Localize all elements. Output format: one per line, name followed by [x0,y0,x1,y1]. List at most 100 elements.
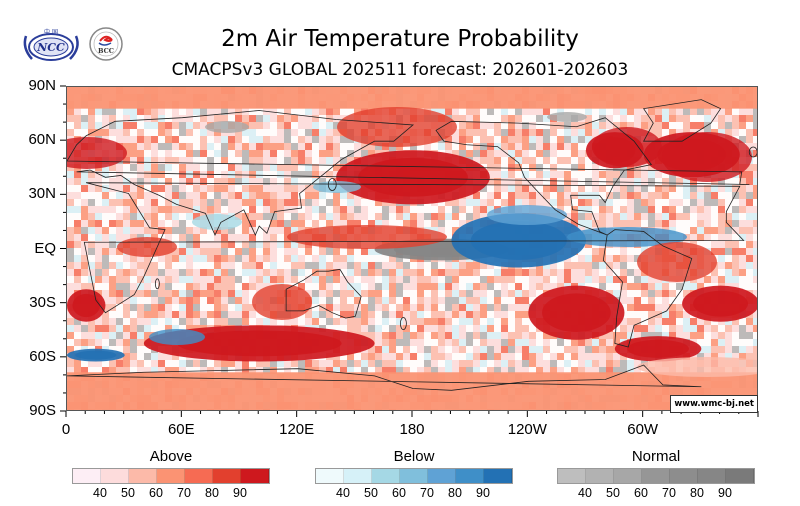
field-cell [438,283,445,290]
field-cell [130,290,137,297]
field-cell [578,129,585,136]
field-cell [326,192,333,199]
field-cell [501,311,508,318]
field-cell [312,178,319,185]
field-cell [172,297,179,304]
field-cell [144,346,151,353]
field-cell [312,136,319,143]
field-cell [193,185,200,192]
field-cell [655,290,662,297]
field-cell [165,290,172,297]
field-cell [284,220,291,227]
field-cell [459,108,466,115]
field-cell [550,353,557,360]
field-cell [410,346,417,353]
field-cell [109,318,116,325]
field-cell [578,206,585,213]
field-cell [655,108,662,115]
field-cell [417,276,424,283]
field-cell [123,276,130,283]
legend-tick-label: 80 [448,486,462,500]
field-cell [662,129,669,136]
field-cell [515,297,522,304]
field-cell [95,339,102,346]
field-cell [214,206,221,213]
field-cell [606,248,613,255]
field-cell [557,143,564,150]
field-cell [753,346,757,353]
field-cell [172,304,179,311]
field-cell [158,143,165,150]
field-cell [641,108,648,115]
field-cell [599,220,606,227]
field-cell [410,220,417,227]
field-cell [179,192,186,199]
field-cell [312,206,319,213]
field-cell [144,206,151,213]
field-cell [193,122,200,129]
field-cell [340,143,347,150]
field-cell [207,297,214,304]
field-cell [375,262,382,269]
field-cell [291,367,298,374]
field-cell [711,227,718,234]
field-cell [557,199,564,206]
field-cell [144,297,151,304]
field-cell [683,332,690,339]
field-cell [676,213,683,220]
field-cell [515,199,522,206]
field-cell [214,241,221,248]
field-cell [417,304,424,311]
field-cell [214,262,221,269]
field-cell [501,185,508,192]
field-cell [102,192,109,199]
field-cell [235,311,242,318]
field-cell [662,325,669,332]
field-cell [466,150,473,157]
field-cell [102,122,109,129]
field-cell [648,122,655,129]
field-cell [375,311,382,318]
field-cell [711,220,718,227]
field-cell [634,283,641,290]
field-cell [522,318,529,325]
field-cell [501,199,508,206]
field-cell [137,178,144,185]
field-cell [662,297,669,304]
field-cell [193,262,200,269]
y-tick-label: 30N [28,185,56,203]
field-cell [585,213,592,220]
field-cell [361,360,368,367]
field-cell [578,108,585,115]
field-cell [137,339,144,346]
field-cell [368,276,375,283]
field-cell [270,143,277,150]
field-cell [683,122,690,129]
field-cell [711,332,718,339]
field-cell [494,339,501,346]
field-cell [592,367,599,374]
field-cell [81,234,88,241]
field-cell [599,248,606,255]
field-cell [438,269,445,276]
field-cell [641,171,648,178]
field-cell [67,255,74,262]
field-cell [165,269,172,276]
field-cell [620,122,627,129]
field-cell [704,318,711,325]
field-cell [746,227,753,234]
field-cell [557,178,564,185]
field-cell [697,276,704,283]
field-cell [165,283,172,290]
field-cell [655,171,662,178]
field-cell [333,304,340,311]
field-cell [466,136,473,143]
field-cell [641,304,648,311]
field-cell [382,311,389,318]
field-cell [389,353,396,360]
field-cell [571,213,578,220]
field-cell [200,234,207,241]
field-cell [242,367,249,374]
watermark-link[interactable]: www.wmc-bj.net [670,395,758,413]
field-cell [494,346,501,353]
